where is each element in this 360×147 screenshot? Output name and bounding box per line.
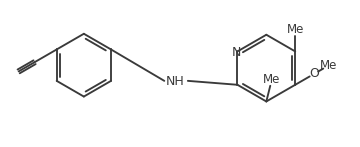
Text: Me: Me	[287, 23, 304, 36]
Text: O: O	[309, 67, 319, 81]
Text: Me: Me	[320, 59, 337, 72]
Text: N: N	[232, 46, 241, 59]
Text: NH: NH	[166, 75, 184, 88]
Text: Me: Me	[262, 73, 280, 86]
